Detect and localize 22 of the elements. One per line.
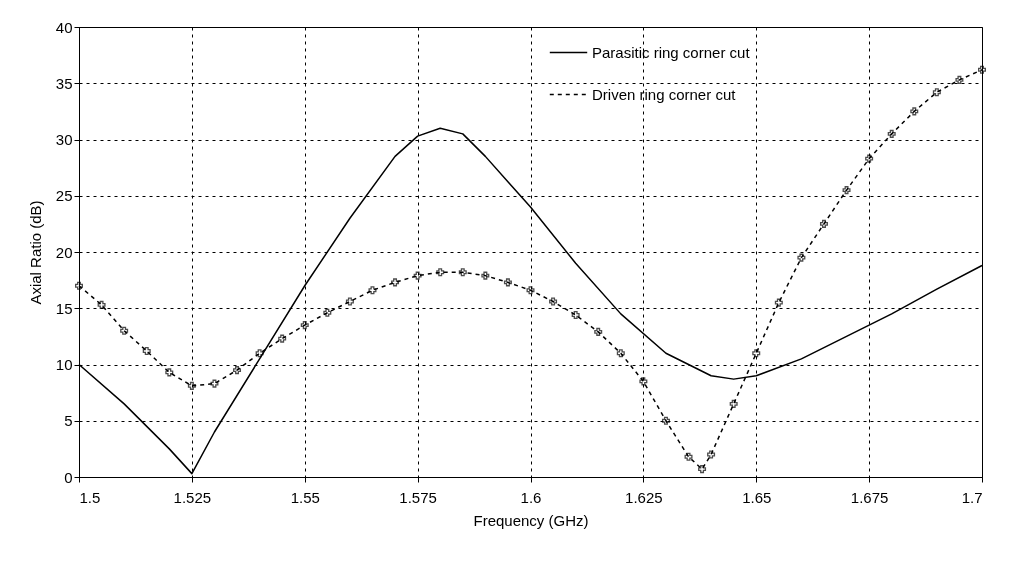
y-axis-title: Axial Ratio (dB) bbox=[26, 200, 44, 305]
y-tick-label: 5 bbox=[64, 412, 73, 430]
y-tick-label: 35 bbox=[55, 74, 73, 92]
y-tick-label: 0 bbox=[64, 468, 73, 486]
y-tick-label: 20 bbox=[55, 243, 73, 261]
x-tick-label: 1.7 bbox=[961, 488, 983, 506]
y-tick-label: 30 bbox=[55, 131, 73, 148]
x-tick-label: 1.5 bbox=[79, 488, 101, 506]
x-tick-label: 1.55 bbox=[290, 488, 320, 506]
legend-label: Driven ring corner cut bbox=[592, 85, 737, 103]
y-tick-label: 15 bbox=[55, 299, 73, 317]
x-tick-label: 1.625 bbox=[625, 488, 663, 506]
x-tick-label: 1.65 bbox=[742, 488, 772, 506]
x-tick-label: 1.675 bbox=[850, 488, 889, 506]
y-tick-label: 10 bbox=[55, 356, 73, 373]
x-tick-label: 1.525 bbox=[173, 488, 212, 506]
x-tick-label: 1.6 bbox=[520, 488, 542, 506]
x-tick-label: 1.575 bbox=[399, 488, 437, 506]
y-tick-label: 25 bbox=[55, 187, 73, 205]
x-axis-title: Frequency (GHz) bbox=[473, 511, 589, 529]
legend-label: Parasitic ring corner cut bbox=[592, 43, 751, 61]
y-tick-label: 40 bbox=[55, 18, 73, 36]
